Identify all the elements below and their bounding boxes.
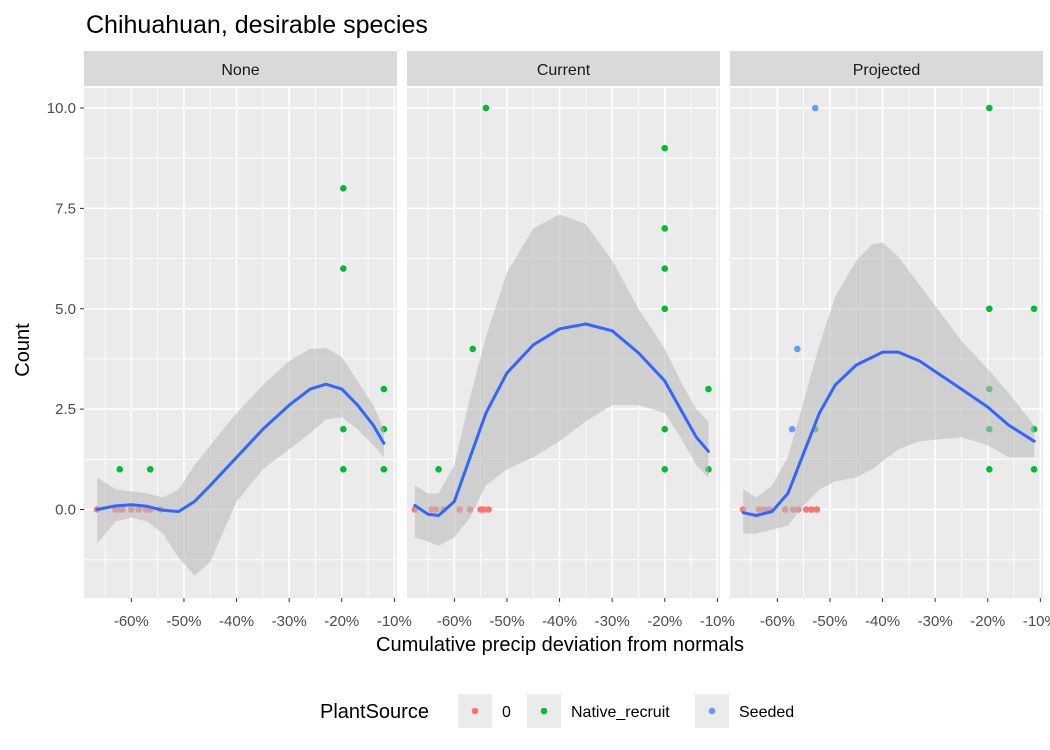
legend: PlantSource 0 Native_recruit Seeded <box>320 694 794 728</box>
data-point-0 <box>485 506 492 513</box>
x-tick-label: -20% <box>324 613 359 630</box>
data-point-seeded <box>811 104 819 112</box>
data-point-0 <box>479 506 487 513</box>
legend-label: Seeded <box>739 704 794 721</box>
facet-strip-label: Current <box>537 62 591 79</box>
x-tick-label: -50% <box>166 613 201 630</box>
data-point-native-recruit <box>146 466 154 473</box>
data-point-native-recruit <box>661 144 669 152</box>
x-tick-label: -40% <box>219 613 254 630</box>
x-axis-title: Cumulative precip deviation from normals <box>376 634 744 656</box>
x-tick-label: -10% <box>700 613 735 630</box>
smooth-fit-line <box>741 350 1036 517</box>
x-tick-label: -20% <box>647 613 682 630</box>
y-axis: 0.0 2.5 5.0 7.5 10.0 <box>47 100 84 519</box>
y-tick-label: 7.5 <box>55 200 76 217</box>
x-tick-label: -30% <box>595 613 630 630</box>
x-tick-label: -20% <box>970 613 1005 630</box>
data-point-native-recruit <box>661 225 669 232</box>
confidence-band <box>414 214 709 546</box>
facet-panel-none: None -60% -50% -40% -30% -20% -10% <box>84 51 412 630</box>
data-point-native-recruit <box>986 466 993 473</box>
chart-title: Chihuahuan, desirable species <box>86 11 428 39</box>
y-tick-label: 2.5 <box>55 401 76 418</box>
y-tick-label: 5.0 <box>55 301 76 318</box>
x-tick-label: -40% <box>542 613 577 630</box>
data-point-native-recruit <box>380 466 388 473</box>
data-point-native-recruit <box>116 466 124 473</box>
facet-strip-background <box>407 51 720 86</box>
data-point-native-recruit <box>380 385 388 393</box>
facet-panel-projected: Projected -60% -50% -40% -30% -20% -10% <box>730 51 1050 630</box>
data-point-native-recruit <box>661 466 669 473</box>
y-axis-title: Count <box>12 323 34 377</box>
legend-key-point <box>471 707 479 715</box>
legend-title: PlantSource <box>320 701 429 723</box>
x-tick-label: -10% <box>1023 613 1050 630</box>
data-point-native-recruit <box>340 185 347 192</box>
data-point-native-recruit <box>661 305 669 313</box>
x-tick-label: -30% <box>272 613 307 630</box>
data-point-seeded <box>794 345 801 353</box>
smooth-fit-line <box>95 382 386 513</box>
legend-label: 0 <box>502 704 511 721</box>
smooth-fit-line <box>413 322 710 517</box>
x-tick-label: -10% <box>377 613 412 630</box>
legend-key-point <box>708 707 716 715</box>
x-tick-label: -60% <box>760 613 795 630</box>
data-point-native-recruit <box>340 425 347 433</box>
data-point-native-recruit <box>340 265 347 272</box>
confidence-band <box>743 242 1035 534</box>
x-tick-label: -40% <box>865 613 900 630</box>
data-point-native-recruit <box>482 104 490 112</box>
legend-key-point <box>540 707 548 715</box>
data-point-native-recruit <box>1030 466 1038 473</box>
x-tick-label: -50% <box>489 613 524 630</box>
data-point-0 <box>808 506 815 513</box>
data-point-seeded <box>788 425 796 433</box>
x-tick-label: -30% <box>918 613 953 630</box>
data-point-native-recruit <box>435 466 442 473</box>
data-point-native-recruit <box>340 466 347 473</box>
legend-label: Native_recruit <box>571 704 670 721</box>
x-tick-label: -50% <box>812 613 847 630</box>
facet-strip-background <box>84 51 397 86</box>
y-tick-label: 0.0 <box>55 502 76 519</box>
y-tick-label: 10.0 <box>47 100 76 117</box>
facet-panel-current: Current -60% -50% -40% -30% -20% -10% <box>407 51 735 630</box>
x-tick-label: -60% <box>437 613 472 630</box>
data-point-native-recruit <box>1030 305 1038 313</box>
confidence-band <box>97 348 384 576</box>
data-point-native-recruit <box>661 265 669 272</box>
data-point-0 <box>802 506 810 513</box>
data-point-native-recruit <box>661 425 669 433</box>
data-point-native-recruit <box>986 305 993 313</box>
facet-strip-label: Projected <box>853 62 921 79</box>
data-point-native-recruit <box>986 104 993 112</box>
data-point-native-recruit <box>469 345 477 353</box>
data-point-native-recruit <box>705 385 712 393</box>
facet-strip-label: None <box>221 62 259 79</box>
data-point-0 <box>813 506 821 513</box>
facet-panels: None-60% -50% -40% -30% -20% -10%Current-60% -… <box>47 51 1050 630</box>
facet-strip-background <box>730 51 1043 86</box>
x-tick-label: -60% <box>114 613 149 630</box>
